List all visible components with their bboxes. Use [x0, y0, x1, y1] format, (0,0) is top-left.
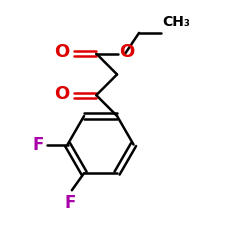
Text: O: O	[120, 44, 135, 62]
Text: F: F	[65, 194, 76, 212]
Text: O: O	[54, 85, 69, 103]
Text: CH₃: CH₃	[162, 15, 190, 29]
Text: F: F	[32, 136, 44, 154]
Text: O: O	[54, 44, 69, 62]
